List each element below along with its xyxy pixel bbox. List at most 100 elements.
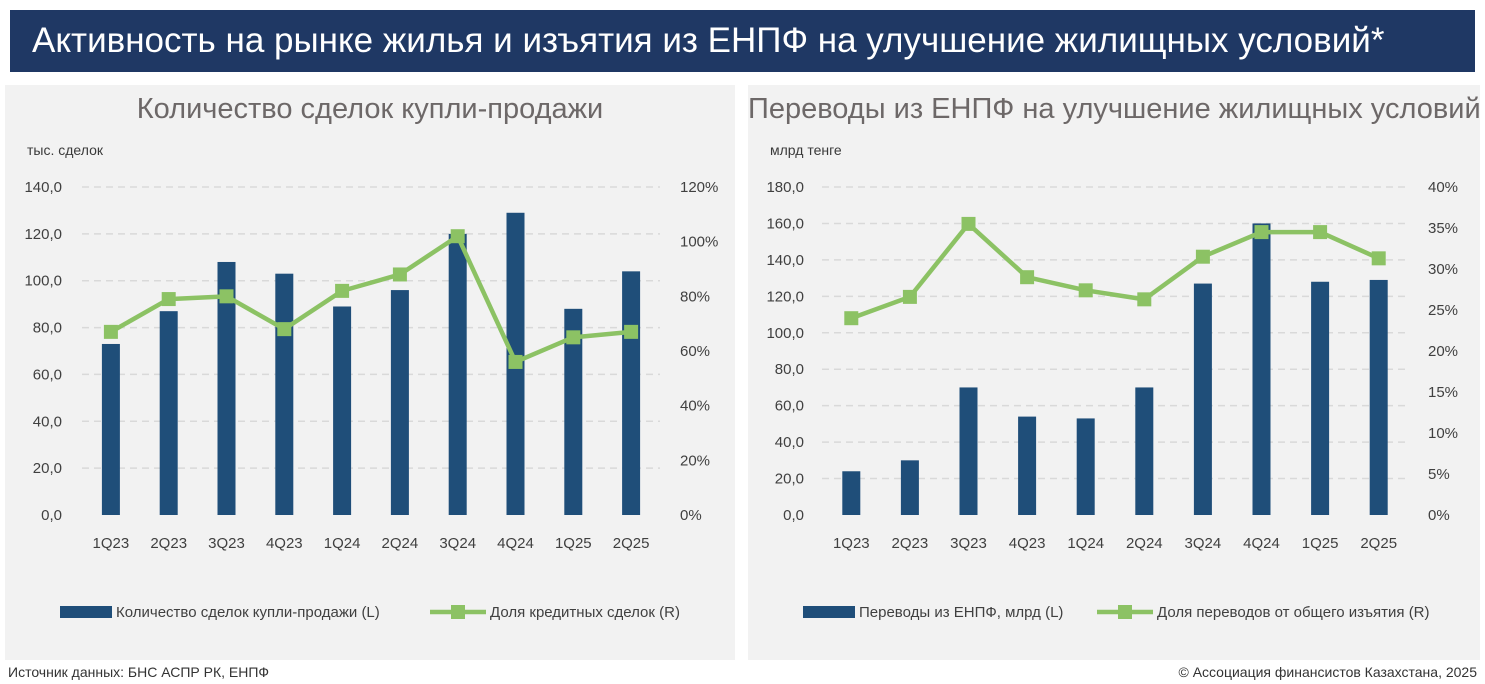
y-tick-label: 60,0 — [33, 366, 62, 383]
line-marker — [335, 283, 350, 298]
legend-line-marker — [451, 605, 465, 619]
y2-tick-label: 40% — [680, 398, 710, 415]
x-tick-label: 3Q23 — [950, 535, 987, 552]
x-tick-label: 1Q23 — [93, 535, 130, 552]
bar — [217, 261, 236, 515]
line-marker — [961, 216, 976, 231]
y2-tick-label: 40% — [1428, 179, 1458, 196]
bar — [390, 290, 409, 515]
y2-tick-label: 20% — [1428, 343, 1458, 360]
bar — [1311, 281, 1330, 515]
y2-tick-label: 25% — [1428, 302, 1458, 319]
bar — [159, 311, 178, 515]
copyright: © Ассоциация финансистов Казахстана, 202… — [1178, 664, 1477, 680]
y-tick-label: 20,0 — [33, 460, 62, 477]
chart-panel-deals: Количество сделок купли-продажи тыс. сде… — [5, 85, 735, 660]
x-tick-label: 2Q25 — [1360, 535, 1397, 552]
y-tick-label: 120,0 — [24, 226, 62, 243]
bar — [448, 233, 467, 515]
bar — [842, 471, 861, 515]
bar — [1193, 283, 1212, 515]
line-marker — [624, 324, 639, 339]
y-tick-label: 100,0 — [24, 273, 62, 290]
bar — [1076, 418, 1095, 515]
y2-tick-label: 0% — [1428, 507, 1450, 524]
chart-panel-enpf: Переводы из ЕНПФ на улучшение жилищных у… — [748, 85, 1481, 660]
x-tick-label: 3Q24 — [1185, 535, 1222, 552]
bar — [101, 343, 120, 515]
bar — [959, 387, 978, 515]
y-tick-label: 20,0 — [775, 471, 804, 488]
page-title: Активность на рынке жилья и изъятия из Е… — [10, 10, 1475, 72]
x-tick-label: 1Q25 — [1302, 535, 1339, 552]
y2-tick-label: 35% — [1428, 220, 1458, 237]
chart-title: Количество сделок купли-продажи — [136, 93, 604, 125]
legend-label: Количество сделок купли-продажи (L) — [116, 604, 380, 621]
chart-title: Переводы из ЕНПФ на улучшение жилищных у… — [748, 93, 1481, 125]
y2-tick-label: 100% — [680, 234, 718, 251]
x-tick-label: 2Q25 — [613, 535, 650, 552]
y-tick-label: 40,0 — [775, 434, 804, 451]
line-marker — [450, 229, 465, 244]
y-tick-label: 0,0 — [783, 507, 804, 524]
x-tick-label: 3Q24 — [439, 535, 476, 552]
line-marker — [508, 354, 523, 369]
y-axis-unit: млрд тенге — [770, 142, 842, 158]
line-marker — [566, 330, 581, 345]
x-tick-label: 2Q23 — [892, 535, 929, 552]
y2-tick-label: 15% — [1428, 384, 1458, 401]
line-marker — [392, 267, 407, 282]
x-tick-label: 2Q24 — [1126, 535, 1163, 552]
x-tick-label: 2Q24 — [382, 535, 419, 552]
bar — [1369, 279, 1388, 515]
y-tick-label: 60,0 — [775, 398, 804, 415]
y-tick-label: 100,0 — [766, 325, 804, 342]
x-tick-label: 1Q24 — [324, 535, 361, 552]
line-marker — [161, 292, 176, 307]
y-tick-label: 0,0 — [41, 507, 62, 524]
y-tick-label: 80,0 — [775, 361, 804, 378]
x-tick-label: 1Q25 — [555, 535, 592, 552]
line-marker — [1313, 225, 1328, 240]
y-tick-label: 140,0 — [766, 252, 804, 269]
y2-tick-label: 80% — [680, 288, 710, 305]
series-line — [850, 221, 1380, 321]
line-marker — [1371, 251, 1386, 266]
y2-tick-label: 5% — [1428, 466, 1450, 483]
y-tick-label: 40,0 — [33, 413, 62, 430]
x-tick-label: 3Q23 — [208, 535, 245, 552]
line-marker — [844, 311, 859, 326]
line-marker — [1137, 292, 1152, 307]
legend-bar-swatch — [60, 606, 112, 618]
line-marker — [277, 322, 292, 337]
y-tick-label: 140,0 — [24, 179, 62, 196]
y-tick-label: 180,0 — [766, 179, 804, 196]
bar — [275, 273, 294, 515]
legend-label: Переводы из ЕНПФ, млрд (L) — [859, 604, 1063, 621]
line-marker — [1078, 283, 1093, 298]
y2-tick-label: 0% — [680, 507, 702, 524]
line-marker — [1020, 270, 1035, 285]
x-tick-label: 1Q23 — [833, 535, 870, 552]
y-axis-unit: тыс. сделок — [27, 142, 103, 158]
line-marker — [1195, 249, 1210, 264]
y2-tick-label: 20% — [680, 452, 710, 469]
bar — [333, 306, 352, 515]
x-tick-label: 4Q23 — [1009, 535, 1046, 552]
bar — [1252, 223, 1271, 515]
bar — [1135, 387, 1154, 515]
y2-tick-label: 30% — [1428, 261, 1458, 278]
line-marker — [103, 324, 118, 339]
x-tick-label: 4Q24 — [1243, 535, 1280, 552]
line-marker — [1254, 225, 1269, 240]
legend-line-marker — [1118, 605, 1132, 619]
y-tick-label: 160,0 — [766, 215, 804, 232]
line-marker — [902, 289, 917, 304]
bar — [622, 271, 641, 515]
y2-tick-label: 120% — [680, 179, 718, 196]
x-tick-label: 1Q24 — [1067, 535, 1104, 552]
y2-tick-label: 60% — [680, 343, 710, 360]
bar — [564, 308, 583, 515]
legend-bar-swatch — [803, 606, 855, 618]
